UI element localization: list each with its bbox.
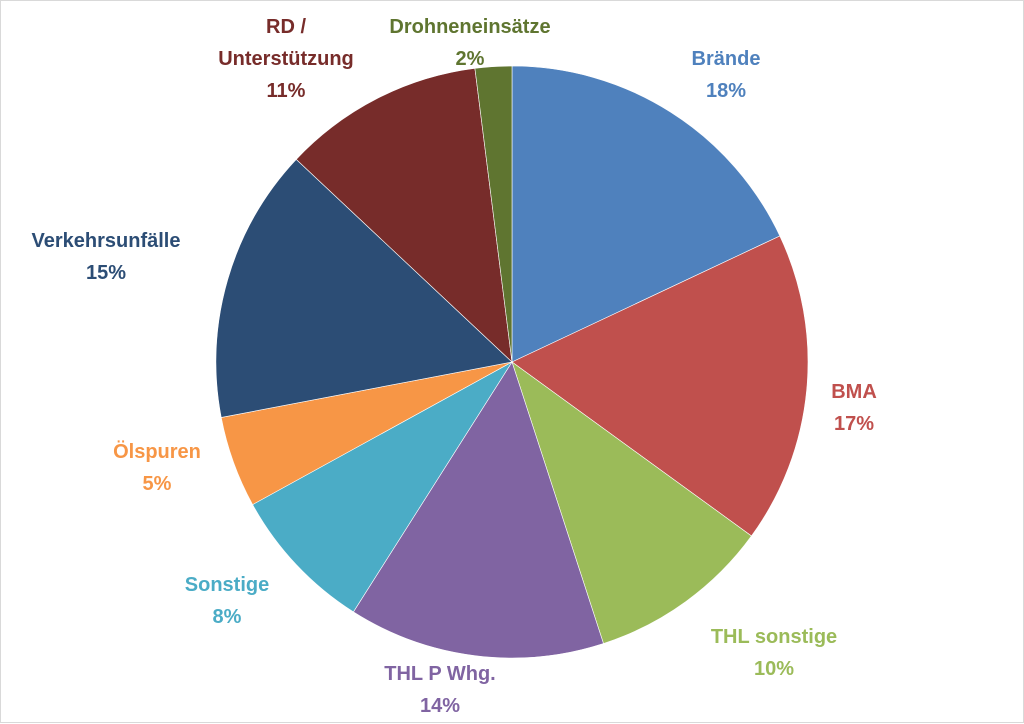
data-label-category: Unterstützung — [218, 48, 354, 70]
pie-slice-1 — [511, 65, 781, 363]
pie-slices — [215, 65, 809, 659]
data-label-category: Verkehrsunfälle — [32, 230, 181, 252]
data-label-4: THL P Whg. 14% — [384, 663, 495, 717]
data-label-9: Drohneneinsätze 2% — [389, 16, 550, 70]
data-label-percent: 17% — [834, 413, 874, 435]
data-label-category: Drohneneinsätze — [389, 16, 550, 38]
pie-slice-5 — [252, 361, 513, 613]
data-label-percent: 14% — [420, 695, 460, 717]
data-label-6: Ölspuren 5% — [113, 440, 201, 495]
pie-slice-4 — [352, 361, 604, 659]
data-label-percent: 11% — [267, 80, 306, 102]
data-labels: Brände 18% BMA 17% THL sonstige 10% THL P Whg.… — [32, 16, 877, 717]
data-label-category: Brände — [692, 48, 761, 70]
data-label-1: Brände 18% — [692, 48, 761, 102]
data-label-8: RD / Unterstützung 11% — [218, 16, 354, 102]
data-label-category: Ölspuren — [113, 440, 201, 463]
pie-slice-2 — [511, 235, 809, 537]
data-label-percent: 8% — [213, 606, 242, 628]
pie-slice-7 — [215, 158, 513, 418]
data-label-percent: 2% — [456, 48, 485, 70]
data-label-percent: 15% — [86, 262, 126, 284]
data-label-7: Verkehrsunfälle 15% — [32, 230, 181, 284]
data-label-category: BMA — [831, 381, 877, 403]
pie-slice-3 — [511, 361, 752, 644]
data-label-2: BMA 17% — [831, 381, 877, 435]
data-label-percent: 10% — [754, 658, 794, 680]
data-label-category: THL sonstige — [711, 626, 837, 648]
data-label-percent: 5% — [143, 473, 172, 495]
pie-slice-9 — [474, 65, 513, 363]
data-label-category: THL P Whg. — [384, 663, 495, 685]
data-label-category: RD / — [266, 16, 306, 38]
data-label-category: Sonstige — [185, 574, 269, 596]
data-label-3: THL sonstige 10% — [711, 626, 837, 680]
data-label-percent: 18% — [706, 80, 746, 102]
pie-slice-8 — [295, 67, 513, 363]
data-label-5: Sonstige 8% — [185, 574, 269, 628]
